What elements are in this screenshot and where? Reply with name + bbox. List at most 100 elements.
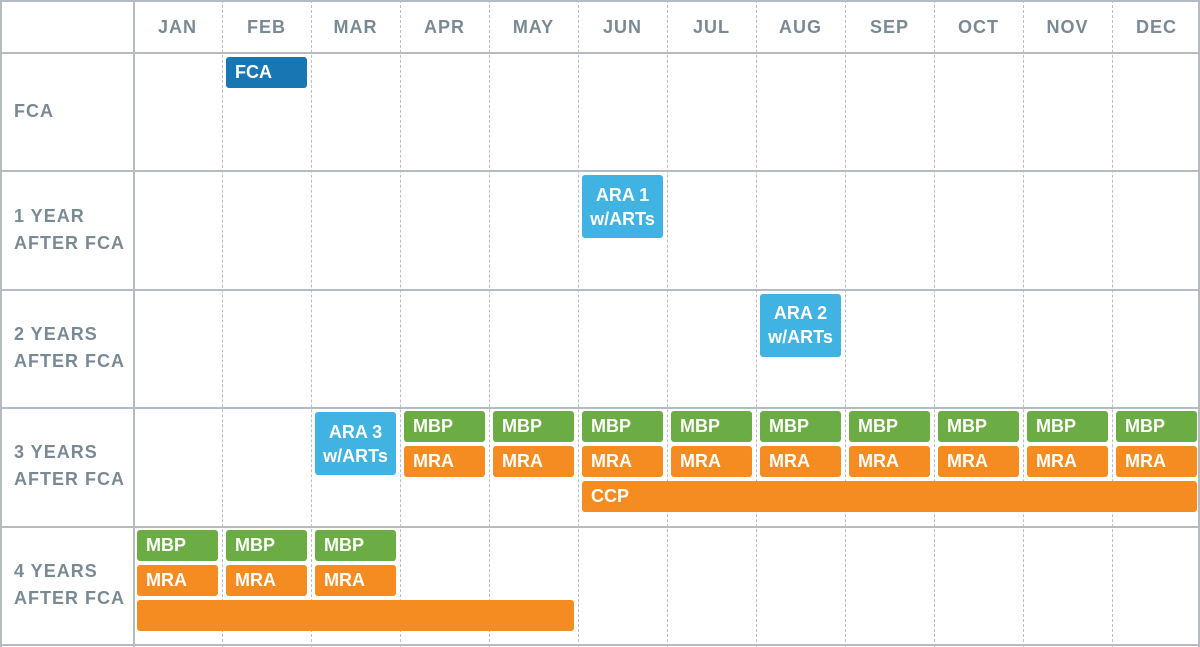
mra-bar: MRA [582,446,663,478]
month-divider [578,0,579,647]
bar-label: MBP [858,416,898,437]
mbp-bar: MBP [582,411,663,443]
mra-bar: MRA [493,446,574,478]
month-header: MAR [333,17,378,37]
grid-line-horizontal [0,407,1200,409]
bar-label: MRA [769,451,810,472]
bar-label: MRA [858,451,899,472]
grid-line-horizontal [0,644,1200,646]
mbp-bar: MBP [1027,411,1108,443]
bar-label: FCA [235,62,272,82]
month-header: SEP [869,17,910,37]
grid-line-horizontal [0,289,1200,291]
row-label-line2: AFTER FCA [14,469,125,490]
row-label-line1: 3 YEARS [14,442,98,463]
grid-border-right [1198,0,1200,647]
bar-label: MRA [502,451,543,472]
row-label-line1: 2 YEARS [14,323,98,344]
bar-label: MBP [1125,416,1165,437]
bar-label: MBP [146,534,186,555]
grid-line-horizontal [0,170,1200,172]
fca-bar: FCA [226,57,307,88]
month-divider [845,0,846,647]
bar-label: MBP [324,534,364,555]
month-divider [934,0,935,647]
month-divider [667,0,668,647]
month-header: OCT [958,17,999,37]
month-divider [400,0,401,647]
month-header: JUL [692,17,730,37]
row-label: 3 YEARS AFTER FCA [14,407,132,525]
mbp-bar: MBP [226,529,307,561]
bar-label: MBP [680,416,720,437]
bar-label: MBP [1036,416,1076,437]
bar-label: MRA [146,569,187,590]
month-header: NOV [1046,17,1089,37]
mra-bar: MRA [671,446,752,478]
mra-bar: MRA [1116,446,1197,478]
row-label-line2: AFTER FCA [14,587,125,608]
mra-bar: MRA [137,564,218,596]
bar-label: MRA [1125,451,1166,472]
row-label-line1: 4 YEARS [14,560,98,581]
bar-label: MBP [947,416,987,437]
row-label-line2: AFTER FCA [14,350,125,371]
bar-label: MRA [1036,451,1077,472]
bar-label: ARA 1 w/ARTs [590,184,655,229]
month-header: DEC [1135,17,1177,37]
bar-label: MRA [947,451,988,472]
mra-bar [137,599,574,631]
month-header: JAN [157,17,197,37]
bar-label: MBP [413,416,453,437]
bar-label: ARA 3 w/ARTs [323,421,388,466]
mbp-bar: MBP [938,411,1019,443]
month-divider [756,0,757,647]
row-label: FCA [14,52,132,170]
grid-line-horizontal [0,526,1200,528]
mbp-bar: MBP [315,529,396,561]
mra-bar: MRA [315,564,396,596]
mra-bar: MRA [938,446,1019,478]
mra-bar: MRA [1027,446,1108,478]
month-divider [1112,0,1113,647]
month-header: MAY [512,17,555,37]
mra-bar: MRA [849,446,930,478]
mra-bar: MRA [760,446,841,478]
bar-label: MRA [324,569,365,590]
bar-label: MRA [680,451,721,472]
label-column-divider [133,0,135,647]
month-divider [489,0,490,647]
grid-border-left [0,0,2,647]
bar-label: MRA [235,569,276,590]
month-divider [1023,0,1024,647]
bar-label: MRA [413,451,454,472]
grid-line-horizontal [0,52,1200,54]
month-header: FEB [247,17,286,37]
mra-bar: CCP [582,481,1197,513]
bar-label: MBP [502,416,542,437]
month-divider [311,0,312,647]
mbp-bar: MBP [849,411,930,443]
month-divider [222,0,223,647]
row-label: 1 YEAR AFTER FCA [14,170,132,288]
bar-label: MBP [591,416,631,437]
mra-bar: MRA [226,564,307,596]
bar-label: CCP [591,486,630,507]
row-label: 4 YEARS AFTER FCA [14,526,132,644]
row-label-line2: AFTER FCA [14,232,125,253]
row-label-line1: FCA [14,100,54,121]
row-label: 2 YEARS AFTER FCA [14,289,132,407]
mbp-bar: MBP [493,411,574,443]
mbp-bar: MBP [1116,411,1197,443]
mbp-bar: MBP [760,411,841,443]
mbp-bar: MBP [671,411,752,443]
bar-label: MBP [769,416,809,437]
bar-label: ARA 2 w/ARTs [768,303,833,348]
grid-line-horizontal [0,0,1200,2]
mra-bar: MRA [404,446,485,478]
ara-bar: ARA 1 w/ARTs [582,175,663,239]
month-header: APR [423,17,465,37]
mbp-bar: MBP [137,529,218,561]
month-header: JUN [602,17,642,37]
